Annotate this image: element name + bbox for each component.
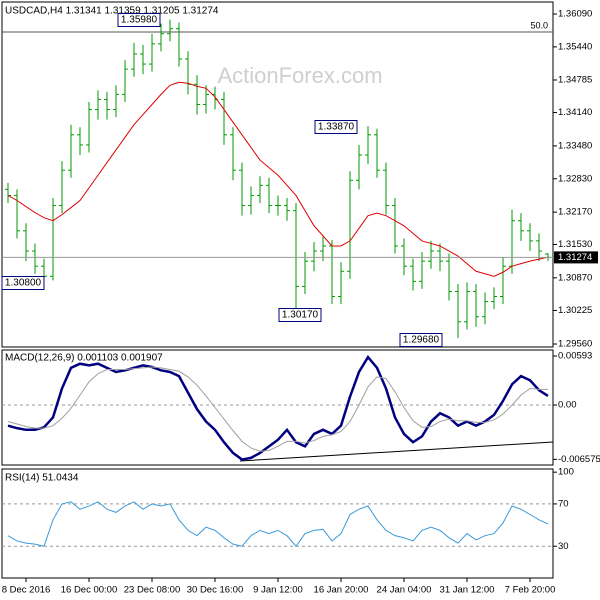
y-tick-label: 1.34140 <box>558 107 592 118</box>
y-tick-label: 1.30870 <box>558 272 592 283</box>
y-tick-label: 1.31530 <box>558 239 592 250</box>
trendline <box>239 441 554 462</box>
annotation-box <box>117 13 161 27</box>
x-tick-label: 30 Dec 16:00 <box>187 585 244 596</box>
x-tick-label: 31 Jan 12:00 <box>440 585 495 596</box>
indicator-line <box>7 366 548 452</box>
y-tick-label: 1.29560 <box>558 339 592 350</box>
last-price-box <box>554 251 598 264</box>
x-tick-label: 24 Jan 04:00 <box>377 585 432 596</box>
rsi-title: RSI(14) 51.0434 <box>5 473 79 484</box>
annotation: 1.30800 <box>5 278 42 289</box>
x-tick-label: 8 Dec 2016 <box>2 585 51 596</box>
annotation: 1.35980 <box>121 15 158 26</box>
fib-label: 50.0 <box>530 20 548 30</box>
annotation-box <box>1 276 45 290</box>
annotation: 1.29680 <box>403 335 440 346</box>
x-tick-label: 16 Jan 20:00 <box>314 585 369 596</box>
macd-title: MACD(12,26,9) 0.001103 0.001907 <box>5 353 163 364</box>
y-tick-label: 1.32830 <box>558 173 592 184</box>
price-panel <box>1 1 554 348</box>
x-tick-label: 9 Jan 12:00 <box>253 585 303 596</box>
moving-average <box>7 81 549 277</box>
indicator-line <box>7 501 549 548</box>
y-tick-label: 1.32170 <box>558 207 592 218</box>
annotation-box <box>399 333 443 347</box>
y-tick-label: 1.30225 <box>558 305 592 316</box>
watermark: ActionForex.com <box>217 63 382 88</box>
last-price-label: 1.31274 <box>558 252 592 263</box>
annotation-box <box>278 308 322 322</box>
annotation-box <box>314 120 358 134</box>
y-tick-label: 1.33480 <box>558 140 592 151</box>
y-tick-label: 1.36090 <box>558 9 592 20</box>
y-tick-label: 0.00593 <box>558 351 592 362</box>
y-tick-label: 1.34785 <box>558 74 592 85</box>
x-tick-label: 16 Dec 00:00 <box>61 585 118 596</box>
x-tick-label: 7 Feb 20:00 <box>505 585 556 596</box>
annotation: 1.33870 <box>318 122 355 133</box>
y-tick-label: 30 <box>558 541 569 552</box>
annotation: 1.30170 <box>282 310 319 321</box>
y-tick-label: 100 <box>558 467 574 478</box>
y-tick-label: 1.35440 <box>558 41 592 52</box>
y-tick-label: 0.00 <box>558 400 577 411</box>
x-tick-label: 23 Dec 08:00 <box>124 585 181 596</box>
chart-title: USDCAD,H4 1.31341 1.31359 1.31205 1.3127… <box>5 6 219 17</box>
y-tick-label: 70 <box>558 498 569 509</box>
y-tick-label: -0.006575 <box>558 454 600 465</box>
indicator-line <box>7 354 549 461</box>
macd-panel <box>1 349 554 466</box>
